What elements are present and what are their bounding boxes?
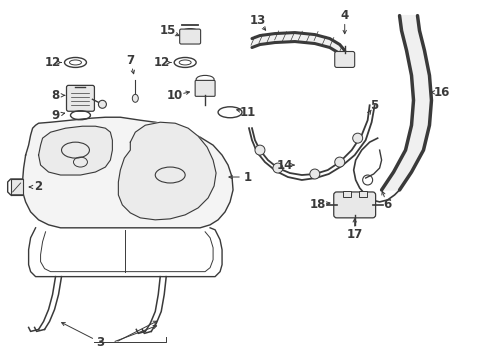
FancyBboxPatch shape xyxy=(179,29,200,44)
Polygon shape xyxy=(339,45,344,59)
FancyBboxPatch shape xyxy=(66,85,94,111)
Polygon shape xyxy=(294,32,314,44)
Circle shape xyxy=(334,157,344,167)
Polygon shape xyxy=(399,15,419,31)
Text: 5: 5 xyxy=(370,99,378,112)
Ellipse shape xyxy=(132,94,138,102)
Text: 15: 15 xyxy=(160,24,176,37)
Text: 1: 1 xyxy=(244,171,251,184)
Polygon shape xyxy=(118,122,216,220)
Text: 12: 12 xyxy=(154,56,170,69)
Polygon shape xyxy=(11,179,22,195)
Text: 18: 18 xyxy=(309,198,325,211)
Text: 16: 16 xyxy=(432,86,448,99)
Text: 11: 11 xyxy=(240,106,256,119)
Text: 6: 6 xyxy=(383,198,391,211)
Polygon shape xyxy=(314,35,329,48)
Polygon shape xyxy=(401,31,424,50)
FancyBboxPatch shape xyxy=(358,191,366,197)
FancyBboxPatch shape xyxy=(195,80,215,96)
Polygon shape xyxy=(411,75,430,100)
Polygon shape xyxy=(329,39,339,54)
Text: 14: 14 xyxy=(276,158,292,172)
Polygon shape xyxy=(260,33,274,45)
Text: 13: 13 xyxy=(249,14,265,27)
Text: 8: 8 xyxy=(51,89,60,102)
Text: 7: 7 xyxy=(126,54,134,67)
Polygon shape xyxy=(405,125,428,150)
Circle shape xyxy=(254,145,264,155)
FancyBboxPatch shape xyxy=(334,51,354,67)
Polygon shape xyxy=(22,117,233,228)
Circle shape xyxy=(309,169,319,179)
Polygon shape xyxy=(411,100,430,125)
Text: 12: 12 xyxy=(44,56,61,69)
Ellipse shape xyxy=(181,28,199,37)
Circle shape xyxy=(272,163,283,173)
Polygon shape xyxy=(393,150,423,172)
Text: 3: 3 xyxy=(96,336,104,349)
Polygon shape xyxy=(39,126,112,175)
Polygon shape xyxy=(381,172,411,190)
Text: 10: 10 xyxy=(167,89,183,102)
Circle shape xyxy=(352,133,362,143)
Polygon shape xyxy=(274,32,294,42)
FancyBboxPatch shape xyxy=(333,192,375,218)
Text: 4: 4 xyxy=(340,9,348,22)
Polygon shape xyxy=(406,50,428,75)
Text: 2: 2 xyxy=(35,180,42,193)
Text: 17: 17 xyxy=(346,228,362,241)
Circle shape xyxy=(98,100,106,108)
Text: 9: 9 xyxy=(51,109,60,122)
Polygon shape xyxy=(251,36,260,48)
FancyBboxPatch shape xyxy=(342,191,350,197)
